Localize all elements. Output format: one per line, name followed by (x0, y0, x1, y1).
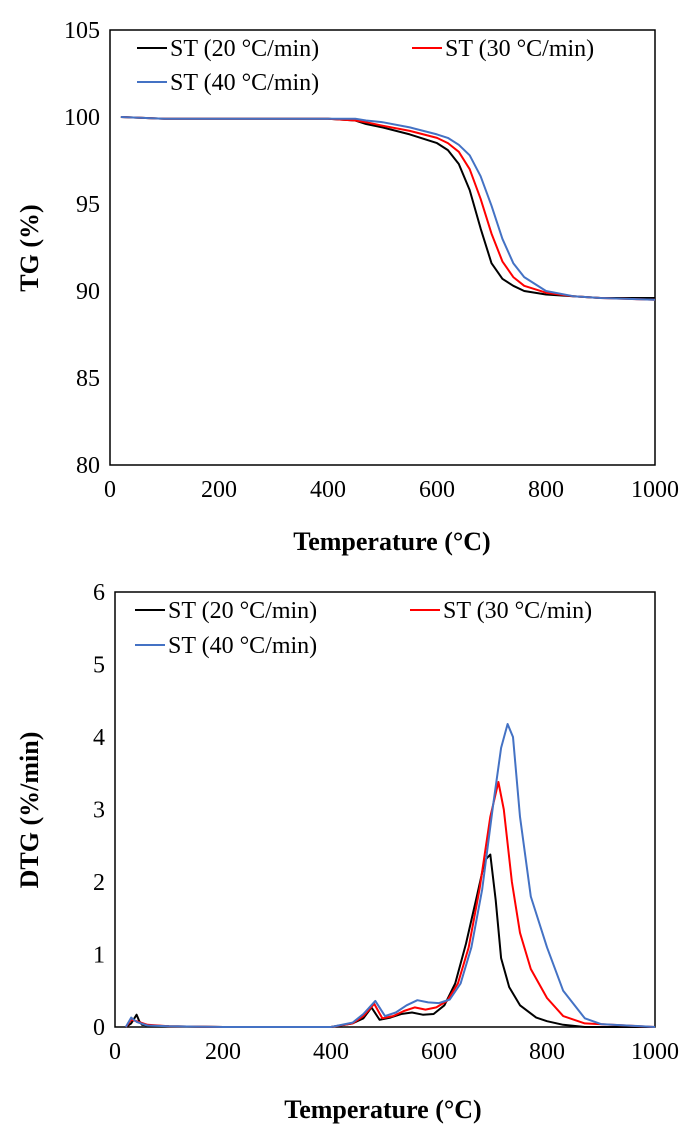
dtg-y-axis-label: DTG (%/min) (15, 732, 44, 889)
tg-y-tick: 85 (76, 366, 100, 392)
tg-y-tick: 100 (64, 105, 100, 131)
dtg-y-tick-labels: 0 1 2 3 4 5 6 (93, 580, 105, 1041)
dtg-x-tick: 600 (421, 1039, 457, 1065)
tg-x-tick: 1000 (631, 477, 679, 503)
tg-chart: 80 85 90 95 100 105 0 200 400 600 800 10… (15, 18, 679, 556)
dtg-plot-frame (114, 591, 656, 1028)
tg-series-line-3 (120, 116, 656, 301)
dtg-y-tick: 1 (93, 943, 105, 969)
tg-legend-label-40: ST (40 °C/min) (170, 70, 319, 96)
tg-x-tick: 800 (528, 477, 564, 503)
tg-y-tick-labels: 80 85 90 95 100 105 (64, 18, 100, 479)
dtg-legend-label-30: ST (30 °C/min) (443, 598, 592, 624)
tg-x-tick: 0 (104, 477, 116, 503)
dtg-legend-label-40: ST (40 °C/min) (168, 633, 317, 659)
dtg-x-axis-label: Temperature (°C) (284, 1095, 481, 1124)
tg-y-tick: 80 (76, 453, 100, 479)
tg-x-tick: 200 (201, 477, 237, 503)
dtg-x-tick: 400 (313, 1039, 349, 1065)
tg-series-line-2 (120, 116, 656, 301)
tg-x-tick: 600 (419, 477, 455, 503)
dtg-y-tick: 6 (93, 580, 105, 606)
dtg-x-tick-labels: 0 200 400 600 800 1000 (109, 1039, 679, 1065)
dtg-chart: 0 1 2 3 4 5 6 0 200 400 600 800 1000 Tem… (15, 580, 679, 1124)
dtg-series-line-2 (125, 781, 656, 1028)
tg-legend: ST (20 °C/min) ST (30 °C/min) ST (40 °C/… (137, 36, 594, 96)
dtg-y-tick: 4 (93, 725, 105, 751)
tg-series (120, 116, 656, 301)
tg-legend-label-30: ST (30 °C/min) (445, 36, 594, 62)
tg-legend-label-20: ST (20 °C/min) (170, 36, 319, 62)
tg-y-tick: 105 (64, 18, 100, 44)
dtg-y-tick: 0 (93, 1015, 105, 1041)
tg-x-tick-labels: 0 200 400 600 800 1000 (104, 477, 679, 503)
tg-y-axis-label: TG (%) (15, 204, 44, 291)
dtg-series-line-1 (125, 853, 655, 1028)
dtg-y-tick: 5 (93, 653, 105, 679)
dtg-legend-label-20: ST (20 °C/min) (168, 598, 317, 624)
dtg-x-tick: 1000 (631, 1039, 679, 1065)
dtg-series (124, 723, 656, 1028)
tg-y-tick: 90 (76, 279, 100, 305)
tg-x-axis-label: Temperature (°C) (293, 527, 490, 556)
dtg-x-tick: 0 (109, 1039, 121, 1065)
dtg-x-tick: 200 (205, 1039, 241, 1065)
tg-x-tick: 400 (310, 477, 346, 503)
tg-plot-frame (109, 29, 656, 466)
dtg-y-tick: 2 (93, 870, 105, 896)
tg-series-line-1 (120, 116, 655, 299)
dtg-legend: ST (20 °C/min) ST (30 °C/min) ST (40 °C/… (135, 598, 592, 659)
dtg-series-line-3 (124, 723, 656, 1028)
dtg-x-tick: 800 (529, 1039, 565, 1065)
tg-y-tick: 95 (76, 192, 100, 218)
dtg-y-tick: 3 (93, 798, 105, 824)
